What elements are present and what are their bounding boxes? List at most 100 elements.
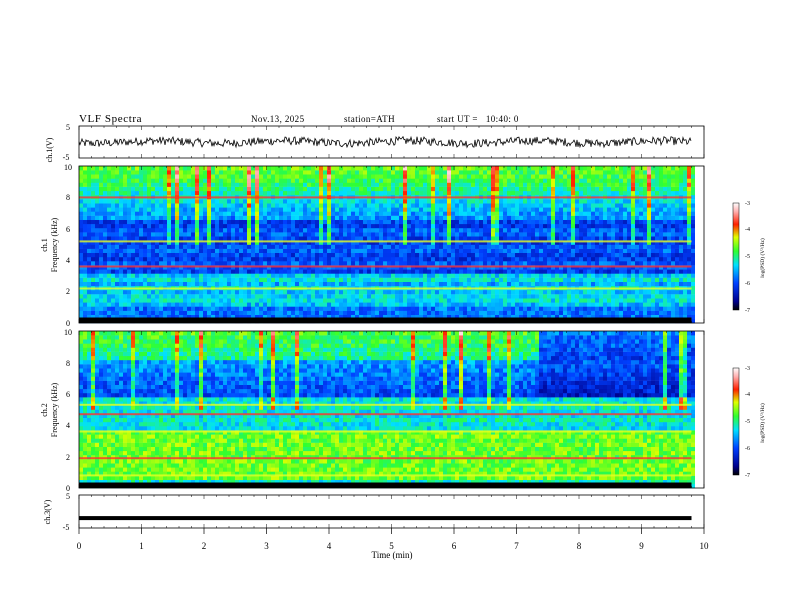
spectrogram-cell <box>375 252 379 258</box>
spectrogram-cell <box>379 203 383 208</box>
spectrogram-cell <box>287 219 291 225</box>
spectrogram-cell <box>243 302 247 307</box>
spectrogram-cell <box>83 252 87 258</box>
spectrogram-cell <box>563 190 567 196</box>
spectrogram-cell <box>291 170 295 175</box>
spectrogram-cell <box>507 178 511 183</box>
spectrogram-cell <box>163 228 167 233</box>
spectrogram-cell <box>131 186 135 192</box>
spectrogram-cell <box>171 273 175 278</box>
spectrogram-cell <box>463 261 467 266</box>
spectrogram-cell <box>147 182 151 187</box>
spectrogram-cell <box>595 199 599 204</box>
spectrogram-cell <box>263 236 267 241</box>
spectrogram-cell <box>259 294 263 299</box>
spectrogram-cell <box>115 190 119 196</box>
spectrogram-cell <box>499 182 503 187</box>
spectrogram-cell <box>219 302 223 307</box>
spectrogram-cell <box>135 314 139 320</box>
spectrogram-cell <box>319 261 323 266</box>
spectrogram-cell <box>571 170 575 175</box>
spectrogram-cell <box>439 244 443 249</box>
spectrogram-cell <box>403 215 407 220</box>
spectrogram-cell <box>459 306 463 311</box>
spectrogram-cell <box>431 240 435 245</box>
spectrogram-cell <box>267 174 271 179</box>
spectrogram-cell <box>311 269 315 274</box>
spectrogram-cell <box>235 306 239 311</box>
spectrogram-cell <box>275 269 279 274</box>
spectrogram-cell <box>367 269 371 274</box>
spectrogram-cell <box>163 236 167 241</box>
spectrogram-cell <box>207 240 211 245</box>
spectrogram-cell <box>79 310 83 315</box>
spectrogram-cell <box>523 240 527 245</box>
spectrogram-cell <box>199 244 203 249</box>
spectrogram-cell <box>543 190 547 196</box>
spectrogram-cell <box>263 306 267 311</box>
spectrogram-cell <box>555 178 559 183</box>
spectrogram-cell <box>223 223 227 229</box>
spectrogram-cell <box>151 310 155 315</box>
spectrogram-cell <box>115 314 119 320</box>
spectrogram-cell <box>407 310 411 315</box>
spectrogram-cell <box>235 277 239 282</box>
spectrogram-cell <box>531 236 535 241</box>
spectrogram-cell <box>135 211 139 216</box>
spectrogram-cell <box>155 273 159 278</box>
spectrogram-cell <box>79 281 83 287</box>
spectrogram-cell <box>439 252 443 258</box>
spectrogram-cell <box>415 236 419 241</box>
spectrogram-cell <box>323 182 327 187</box>
spectrogram-cell <box>487 182 491 187</box>
spectrogram-cell <box>95 166 99 171</box>
spectrogram-cell <box>415 277 419 282</box>
ch1-spectrogram-panel: 0 2 4 6 8 10 ch.1 Frequency (kHz) -3 -4 … <box>40 163 766 328</box>
spectrogram-cell <box>563 289 567 295</box>
spectrogram-cell <box>103 174 107 179</box>
spectrogram-cell <box>495 294 499 299</box>
spectrogram-cell <box>551 215 555 220</box>
spectrogram-cell <box>467 244 471 249</box>
spectrogram-cell <box>163 186 167 192</box>
spectrogram-cell <box>443 232 447 237</box>
spectrogram-cell <box>579 294 583 299</box>
spectrogram-cell <box>371 306 375 311</box>
spectrogram-cell <box>367 252 371 258</box>
spectrogram-cell <box>223 277 227 282</box>
spectrogram-cell <box>431 252 435 258</box>
spectrogram-cell <box>535 277 539 282</box>
spectrogram-cell <box>455 236 459 241</box>
spectrogram-cell <box>287 289 291 295</box>
spectrogram-cell <box>523 256 527 262</box>
spectrogram-cell <box>275 178 279 183</box>
spectrogram-cell <box>79 170 83 175</box>
spectrogram-cell <box>563 314 567 320</box>
spectrogram-cell <box>91 306 95 311</box>
spectrogram-cell <box>467 219 471 225</box>
spectrogram-cell <box>163 252 167 258</box>
spectrogram-cell <box>159 256 163 262</box>
spectrogram-cell <box>331 186 335 192</box>
spectrogram-cell <box>107 240 111 245</box>
spectrogram-cell <box>375 306 379 311</box>
spectrogram-cell <box>207 256 211 262</box>
spectrogram-cell <box>359 170 363 175</box>
spectrogram-cell <box>179 211 183 216</box>
spectrogram-cell <box>579 170 583 175</box>
spectrogram-cell <box>259 232 263 237</box>
spectrogram-cell <box>195 219 199 225</box>
spectrogram-cell <box>575 215 579 220</box>
spectrogram-cell <box>523 273 527 278</box>
spectrogram-cell <box>279 182 283 187</box>
spectrogram-cell <box>115 182 119 187</box>
spectrogram-cell <box>507 236 511 241</box>
spectrogram-cell <box>187 277 191 282</box>
spectrogram-cell <box>399 232 403 237</box>
spectrogram-cell <box>195 190 199 196</box>
spectrogram-cell <box>559 310 563 315</box>
spectrogram-cell <box>119 174 123 179</box>
spectrogram-cell <box>419 244 423 249</box>
spectrogram-cell <box>587 302 591 307</box>
spectrogram-cell <box>211 228 215 233</box>
